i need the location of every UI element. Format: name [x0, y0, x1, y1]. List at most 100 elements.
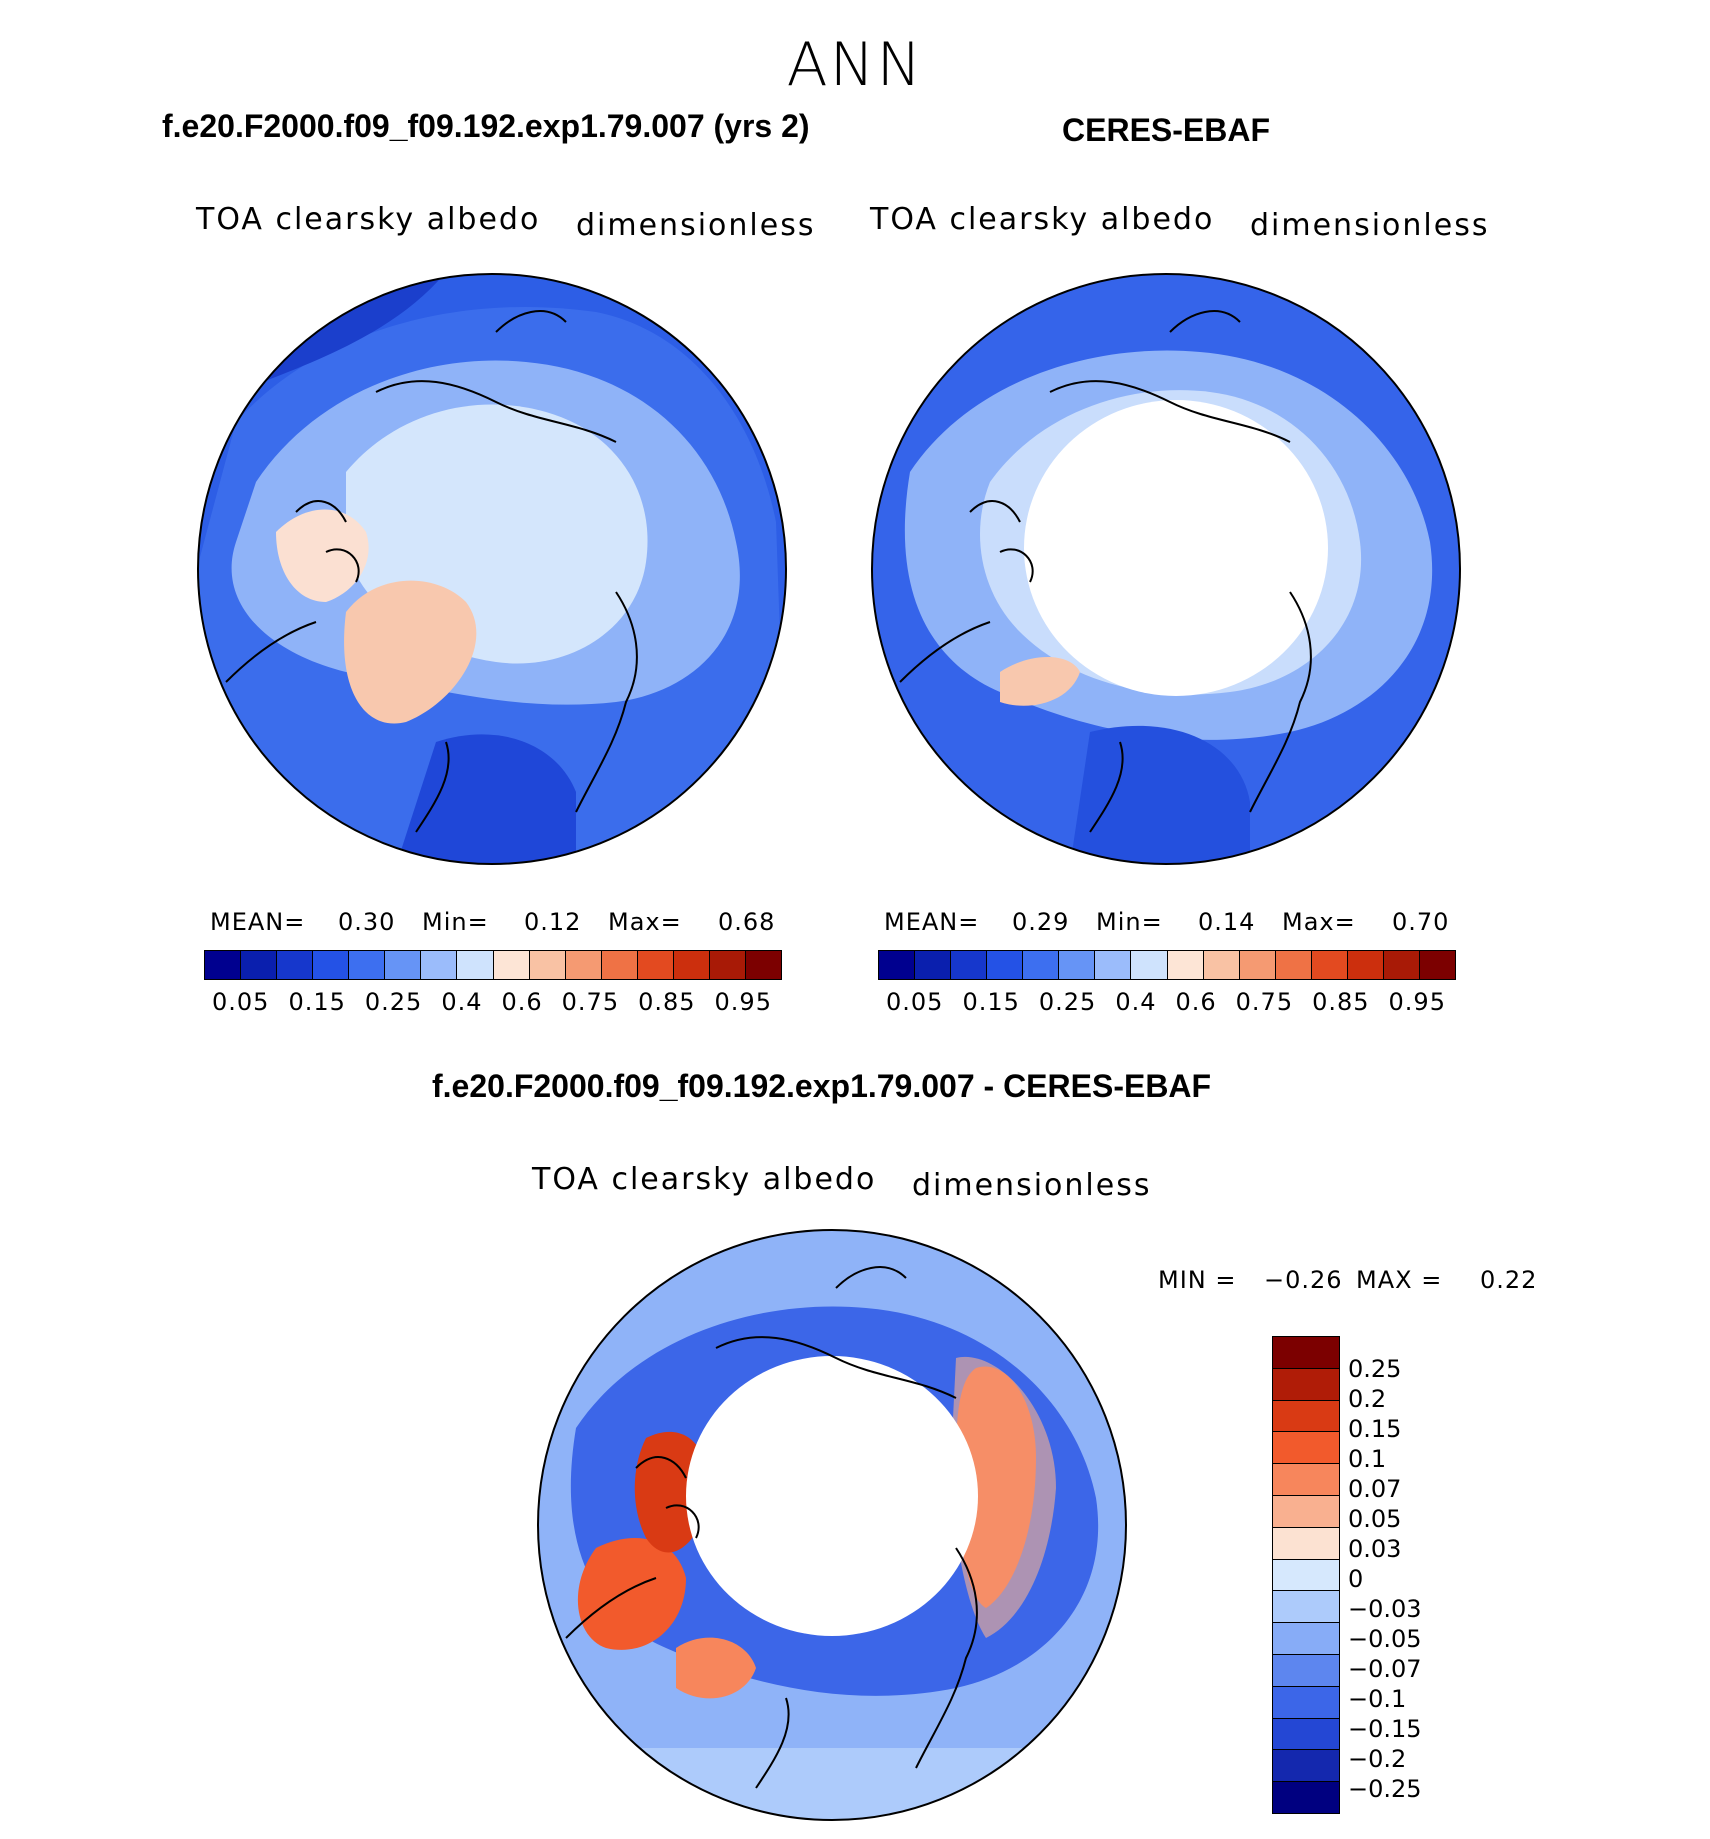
colorbar-segment	[709, 951, 746, 979]
min-label-obs: Min=	[1096, 908, 1163, 936]
colorbar-segment	[601, 951, 638, 979]
colorbar-segment	[1273, 1782, 1339, 1813]
colorbar-segment	[915, 951, 952, 979]
variable-label-diff: TOA clearsky albedo	[532, 1162, 877, 1197]
panel-title-obs: CERES-EBAF	[1062, 112, 1271, 148]
colorbar-tick-label: 0.85	[1312, 988, 1370, 1016]
pos-canada	[577, 1538, 686, 1650]
colorbar-segment	[745, 951, 781, 979]
colorbar-tick-label: 0.6	[501, 988, 543, 1016]
colorbar-tick-label: −0.15	[1348, 1715, 1422, 1743]
colorbar-segment	[1023, 951, 1060, 979]
colorbar-tick-label: −0.07	[1348, 1655, 1422, 1683]
colorbar-segment	[1275, 951, 1312, 979]
colorbar-segment	[1273, 1591, 1339, 1624]
units-label-model: dimensionless	[576, 208, 816, 243]
colorbar-obs	[878, 950, 1456, 980]
colorbar-tick-label: 0.05	[886, 988, 944, 1016]
colorbar-tick-label: 0.03	[1348, 1535, 1402, 1563]
colorbar-ticks-model: 0.05 0.15 0.25 0.4 0.6 0.75 0.85 0.95	[212, 988, 772, 1016]
colorbar-tick-label: 0.2	[1348, 1385, 1387, 1413]
colorbar-model	[204, 950, 782, 980]
colorbar-segment	[987, 951, 1024, 979]
pos-greenland-edge	[676, 1637, 756, 1699]
diff-max-value: 0.22	[1480, 1266, 1538, 1294]
pos-siberia-pale	[951, 1356, 1056, 1638]
colorbar-segment	[277, 951, 314, 979]
colorbar-ticks-diff: 0.25 0.2 0.15 0.1 0.07 0.05 0.03 0 −0.03 −0.05 −0.…	[1348, 1354, 1422, 1804]
page-title: ANN	[786, 30, 924, 100]
colorbar-tick-label: 0.25	[1038, 988, 1097, 1016]
colorbar-tick-label: 0.25	[1348, 1355, 1402, 1383]
colorbar-segment	[1273, 1559, 1339, 1592]
greenland-tip-albedo	[1000, 657, 1080, 706]
colorbar-tick-label: 0.05	[1348, 1505, 1402, 1533]
coastline-1	[225, 380, 638, 833]
colorbar-tick-label: 0.95	[1388, 988, 1446, 1016]
mean-label-model: MEAN=	[210, 908, 306, 936]
colorbar-segment	[1273, 1718, 1339, 1751]
colorbar-segment	[1273, 1654, 1339, 1687]
missing-data-disc	[1024, 400, 1328, 696]
diff-panel-title: f.e20.F2000.f09_f09.192.exp1.79.007 - CE…	[432, 1068, 1212, 1104]
colorbar-segment	[1131, 951, 1168, 979]
max-label-model: Max=	[608, 908, 682, 936]
colorbar-segment	[1203, 951, 1240, 979]
colorbar-segment	[1383, 951, 1420, 979]
units-label-diff: dimensionless	[912, 1168, 1152, 1203]
colorbar-segment	[241, 951, 278, 979]
colorbar-segment	[1059, 951, 1096, 979]
colorbar-tick-label: 0.6	[1175, 988, 1217, 1016]
colorbar-segment	[1167, 951, 1204, 979]
colorbar-segment	[493, 951, 530, 979]
colorbar-tick-label: 0.25	[364, 988, 423, 1016]
coastline-1	[565, 1336, 978, 1789]
coastline-2	[969, 310, 1241, 583]
colorbar-segment	[879, 951, 916, 979]
colorbar-segment	[1347, 951, 1384, 979]
colorbar-tick-label: 0.95	[714, 988, 772, 1016]
colorbar-tick-label: 0.15	[288, 988, 346, 1016]
variable-label-obs: TOA clearsky albedo	[870, 202, 1215, 237]
colorbar-diff	[1272, 1336, 1340, 1814]
colorbar-tick-label: 0.05	[212, 988, 270, 1016]
colorbar-segment	[1273, 1464, 1339, 1496]
colorbar-tick-label: 0.07	[1348, 1475, 1402, 1503]
diff-min-label: MIN =	[1158, 1266, 1237, 1294]
colorbar-segment	[1239, 951, 1276, 979]
colorbar-segment	[529, 951, 566, 979]
colorbar-segment	[1273, 1686, 1339, 1719]
min-value-model: 0.12	[524, 908, 582, 936]
outer-neutral	[538, 1748, 1126, 1820]
colorbar-segment	[349, 951, 386, 979]
colorbar-segment	[1273, 1495, 1339, 1528]
canada-arch-albedo	[276, 509, 369, 602]
colorbar-segment	[1273, 1527, 1339, 1560]
diff-min-value: −0.26	[1264, 1266, 1343, 1294]
colorbar-tick-label: 0.4	[1115, 988, 1157, 1016]
diff-max-label: MAX =	[1356, 1266, 1443, 1294]
coastline-1	[899, 380, 1312, 833]
colorbar-tick-label: 0.4	[441, 988, 483, 1016]
colorbar-tick-label: 0.1	[1348, 1445, 1387, 1473]
colorbar-segment	[1095, 951, 1132, 979]
min-label-model: Min=	[422, 908, 489, 936]
colorbar-tick-label: 0	[1348, 1565, 1364, 1593]
max-value-obs: 0.70	[1392, 908, 1450, 936]
colorbar-segment	[1273, 1750, 1339, 1783]
colorbar-segment	[565, 951, 602, 979]
max-value-model: 0.68	[718, 908, 776, 936]
atlantic-low	[396, 734, 576, 864]
colorbar-ticks-obs: 0.05 0.15 0.25 0.4 0.6 0.75 0.85 0.95	[886, 988, 1446, 1016]
mean-label-obs: MEAN=	[884, 908, 980, 936]
colorbar-segment	[1419, 951, 1455, 979]
mean-value-obs: 0.29	[1012, 908, 1070, 936]
units-label-obs: dimensionless	[1250, 208, 1490, 243]
colorbar-tick-label: 0.85	[638, 988, 696, 1016]
colorbar-segment	[1311, 951, 1348, 979]
variable-label-model: TOA clearsky albedo	[196, 202, 541, 237]
coastline-2	[295, 310, 567, 583]
colorbar-segment	[205, 951, 242, 979]
polar-map-diff	[537, 1229, 1127, 1821]
colorbar-tick-label: 0.15	[962, 988, 1020, 1016]
